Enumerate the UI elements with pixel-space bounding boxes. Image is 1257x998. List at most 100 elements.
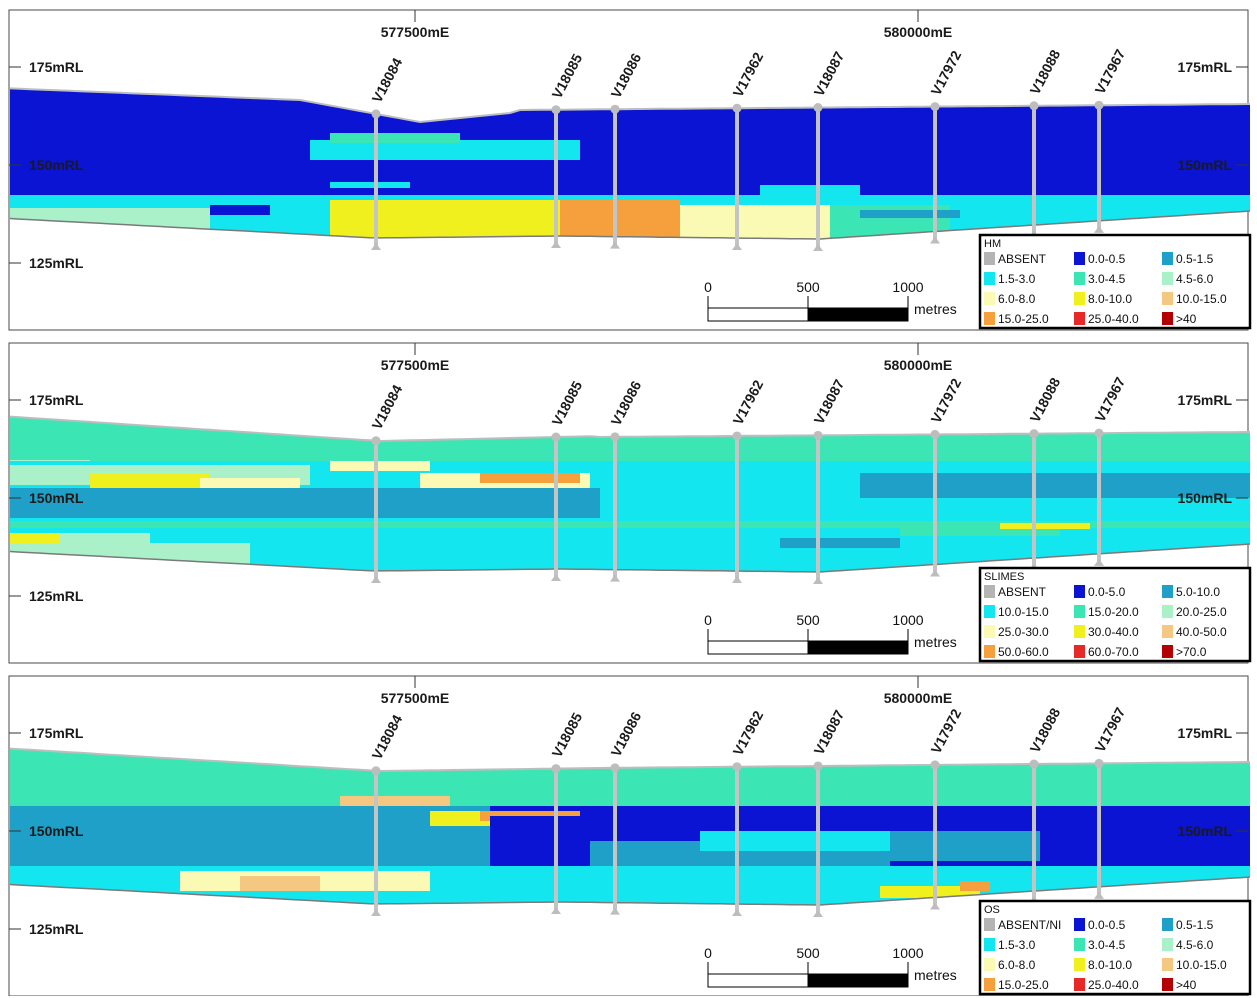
drillhole-toe-icon — [732, 909, 742, 917]
legend-swatch — [984, 272, 995, 285]
easting-label: 577500mE — [381, 690, 450, 706]
scale-bar-segment — [707, 640, 809, 655]
drillhole-collar-icon — [610, 432, 620, 442]
legend-label: ABSENT — [998, 585, 1047, 599]
legend-label: 10.0-15.0 — [1176, 958, 1227, 972]
drillhole-collar-icon — [813, 103, 823, 113]
section-body: V18084 V18085 V18086 V17962 V18087 V17972 V180… — [8, 9, 1252, 331]
drillhole-toe-icon — [371, 575, 381, 583]
rl-label-left: 175mRL — [29, 725, 84, 741]
drillhole-toe-icon — [813, 576, 823, 584]
grade-block — [880, 886, 980, 898]
legend-swatch — [1162, 958, 1173, 971]
drillhole-collar-icon — [610, 104, 620, 114]
legend-title: SLIMES — [984, 571, 1024, 583]
drillhole-toe-icon — [371, 908, 381, 916]
grade-block — [330, 200, 560, 240]
legend: SLIMES ABSENT 0.0-5.0 5.0-10.0 10.0-15.0 15.0… — [978, 566, 1252, 663]
legend-swatch — [1074, 252, 1085, 265]
rl-label-left: 175mRL — [29, 59, 84, 75]
scale-bar-segment — [807, 640, 909, 655]
drillhole-collar-icon — [371, 109, 381, 119]
legend-swatch — [984, 645, 995, 658]
legend-item: 15.0-20.0 — [1074, 605, 1139, 619]
drillhole-collar-icon — [930, 429, 940, 439]
grade-block — [380, 533, 680, 572]
legend-label: 60.0-70.0 — [1088, 645, 1139, 659]
legend-swatch — [1162, 938, 1173, 951]
grade-block — [10, 806, 490, 876]
legend-label: ABSENT — [998, 252, 1047, 266]
easting-label: 580000mE — [884, 690, 953, 706]
drillhole-toe-icon — [1094, 558, 1104, 566]
legend-swatch — [1162, 585, 1173, 598]
drillhole-collar-icon — [1029, 429, 1039, 439]
basement-line — [9, 543, 1251, 573]
drillhole-toe-icon — [813, 909, 823, 917]
legend-label: 15.0-25.0 — [998, 312, 1049, 326]
legend-swatch — [1162, 645, 1173, 658]
section-body: V18084 V18085 V18086 V17962 V18087 V17972 V180… — [8, 342, 1252, 664]
grade-block — [1000, 523, 1090, 529]
legend-label: >40 — [1176, 978, 1197, 992]
legend-item: 10.0-15.0 — [1162, 292, 1227, 306]
grade-block — [90, 473, 210, 488]
rl-label-right: 175mRL — [1178, 59, 1233, 75]
drillhole-collar-icon — [813, 761, 823, 771]
legend-swatch — [1162, 625, 1173, 638]
legend-label: >40 — [1176, 312, 1197, 326]
grade-block — [210, 205, 270, 215]
drillhole-toe-icon — [732, 243, 742, 251]
legend-swatch — [1162, 605, 1173, 618]
drillhole-collar-icon — [1094, 428, 1104, 438]
grade-block — [860, 210, 960, 218]
panel-hm: V18084 V18085 V18086 V17962 V18087 V17972 V180… — [0, 0, 1257, 332]
drillhole-collar-icon — [371, 766, 381, 776]
scale-bar-tick-label: 0 — [704, 612, 712, 628]
rl-label-left: 150mRL — [29, 823, 84, 839]
scale-bar-tick-label: 0 — [704, 945, 712, 961]
rl-label-left: 175mRL — [29, 392, 84, 408]
scale-bar-tick-label: 500 — [796, 279, 820, 295]
legend-swatch — [1074, 978, 1085, 991]
legend-item: ABSENT — [984, 252, 1047, 266]
legend-label: 0.5-1.5 — [1176, 918, 1214, 932]
legend-label: 1.5-3.0 — [998, 938, 1036, 952]
scale-bar-unit: metres — [914, 634, 957, 650]
rl-label-left: 125mRL — [29, 255, 84, 271]
legend-title: HM — [984, 238, 1001, 250]
topography-line — [9, 415, 1251, 443]
drillhole-toe-icon — [371, 242, 381, 250]
legend-item: 10.0-15.0 — [1162, 958, 1227, 972]
drillhole-collar-icon — [551, 432, 561, 442]
grade-block — [890, 831, 1040, 861]
drillhole-toe-icon — [930, 902, 940, 910]
drillhole-toe-icon — [551, 907, 561, 915]
section-os: V18084 V18085 V18086 V17962 V18087 V17972 V180… — [8, 675, 1252, 996]
legend-swatch — [1074, 605, 1085, 618]
legend-item: 10.0-15.0 — [984, 605, 1049, 619]
drillhole-toe-icon — [732, 576, 742, 584]
scale-bar-unit: metres — [914, 967, 957, 983]
legend-item: 15.0-25.0 — [984, 312, 1049, 326]
legend-swatch — [984, 292, 995, 305]
legend-item: 8.0-10.0 — [1074, 958, 1132, 972]
section-hm: V18084 V18085 V18086 V17962 V18087 V17972 V180… — [8, 9, 1252, 331]
scale-bar-tick-label: 500 — [796, 945, 820, 961]
drillhole-collar-icon — [732, 431, 742, 441]
legend-item: 8.0-10.0 — [1074, 292, 1132, 306]
legend-item: 3.0-4.5 — [1074, 938, 1126, 952]
legend-label: 20.0-25.0 — [1176, 605, 1227, 619]
drillhole-collar-icon — [371, 436, 381, 446]
legend-item: >40 — [1162, 312, 1197, 326]
legend-swatch — [984, 605, 995, 618]
rl-label-right: 150mRL — [1178, 823, 1233, 839]
legend-item: 4.5-6.0 — [1162, 272, 1214, 286]
legend-label: >70.0 — [1176, 645, 1207, 659]
legend-box — [978, 233, 1252, 330]
legend-item: 60.0-70.0 — [1074, 645, 1139, 659]
legend-item: 25.0-40.0 — [1074, 312, 1139, 326]
legend-label: 3.0-4.5 — [1088, 272, 1126, 286]
legend-swatch — [984, 918, 995, 931]
scale-bar-segment — [807, 307, 909, 322]
